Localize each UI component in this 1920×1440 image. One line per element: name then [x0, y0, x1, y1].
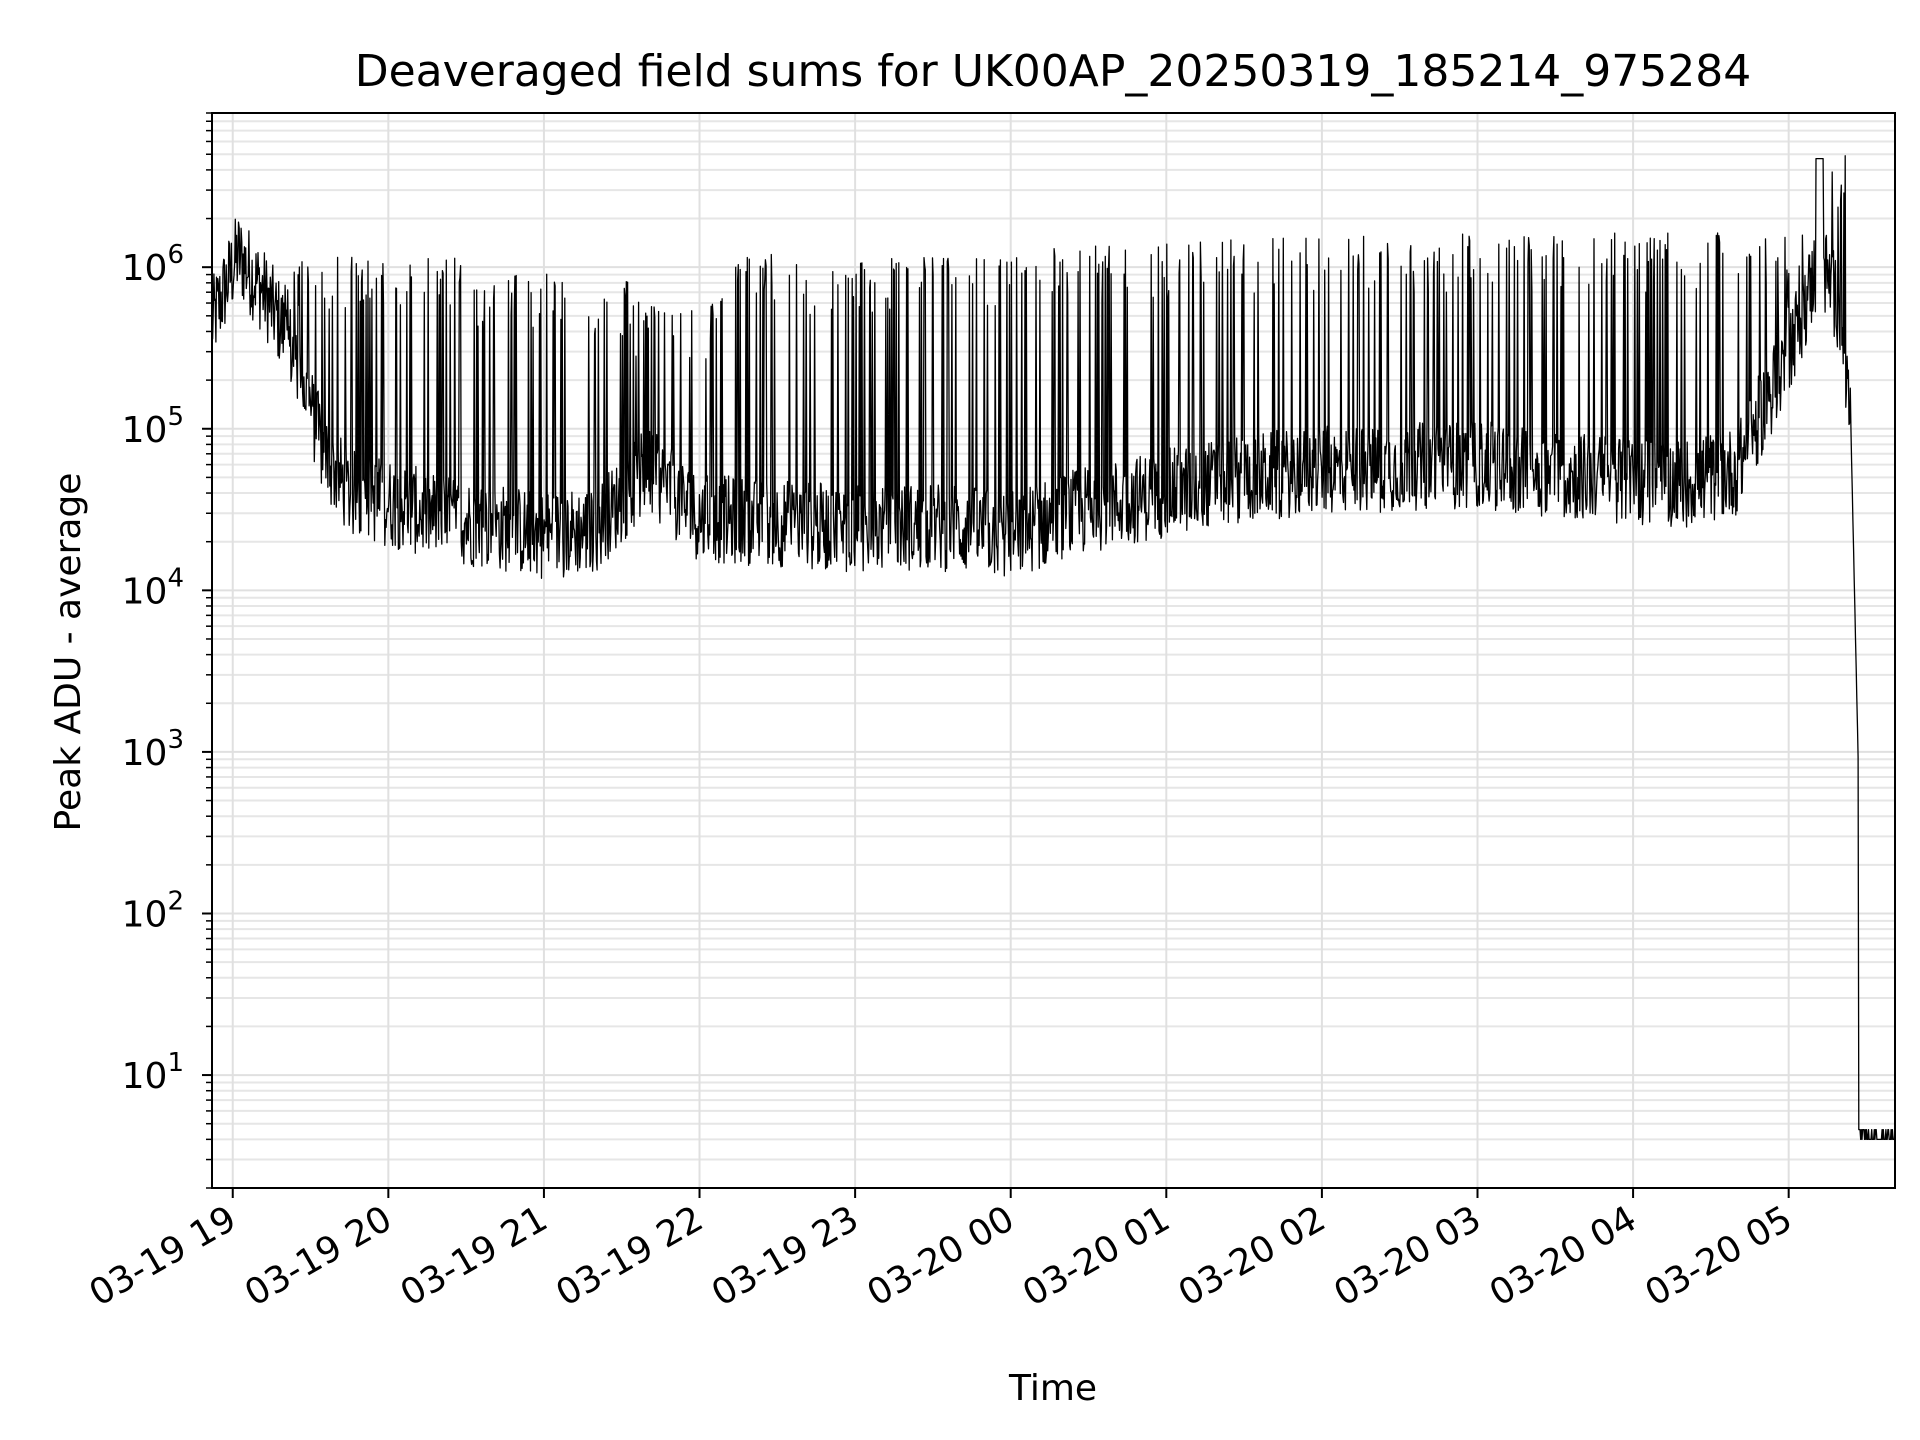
grid	[212, 112, 1895, 1189]
series-group	[211, 155, 1896, 1141]
y-axis-label: Peak ADU - average	[48, 473, 89, 832]
series-line	[211, 155, 1896, 1141]
y-tick-label: 102	[122, 886, 184, 935]
x-axis-label: Time	[1008, 1368, 1097, 1409]
y-tick-label: 105	[122, 402, 184, 451]
plot-frame	[211, 112, 1896, 1189]
y-tick-label: 104	[122, 563, 184, 612]
chart-title: Deaveraged field sums for UK00AP_2025031…	[355, 46, 1752, 97]
y-axis: 101 102 103 104 105 106	[122, 112, 212, 1189]
y-tick-label: 101	[122, 1048, 184, 1097]
y-tick-label: 103	[122, 725, 184, 774]
y-tick-label: 106	[122, 240, 184, 289]
